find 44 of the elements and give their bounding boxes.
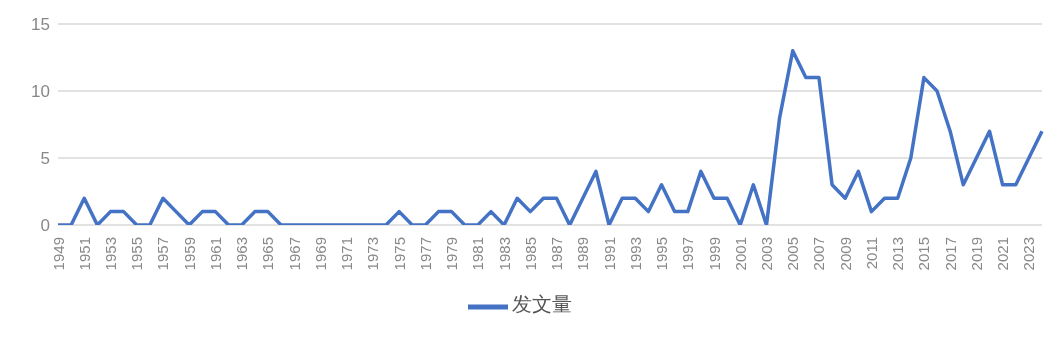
x-tick-label: 1951 bbox=[75, 237, 93, 271]
line-series bbox=[56, 49, 1044, 225]
x-tick-label: 1985 bbox=[521, 237, 539, 271]
x-tick-label: 1969 bbox=[311, 237, 329, 271]
x-tick-label: 1967 bbox=[285, 237, 303, 271]
x-tick-label: 2003 bbox=[757, 237, 775, 271]
x-tick-label: 2015 bbox=[915, 237, 933, 271]
x-tick-label: 1995 bbox=[653, 237, 671, 271]
x-tick-label: 1973 bbox=[364, 237, 382, 271]
x-tick-label: 1975 bbox=[390, 237, 408, 271]
x-tick-label: 1971 bbox=[338, 237, 356, 271]
x-tick-label: 1981 bbox=[469, 237, 487, 271]
x-tick-label: 1993 bbox=[626, 237, 644, 271]
x-tick-label: 1959 bbox=[180, 237, 198, 271]
x-tick-label: 1953 bbox=[101, 237, 119, 271]
y-tick-label: 5 bbox=[40, 149, 50, 169]
x-tick-label: 2001 bbox=[731, 237, 749, 271]
x-tick-label: 2019 bbox=[967, 237, 985, 271]
legend-label: 发文量 bbox=[512, 293, 572, 316]
x-tick-label: 2021 bbox=[994, 237, 1012, 271]
y-tick-label: 0 bbox=[40, 216, 50, 236]
x-tick-label: 1979 bbox=[443, 237, 461, 271]
x-tick-label: 1983 bbox=[495, 237, 513, 271]
x-tick-label: 2011 bbox=[862, 237, 880, 270]
x-tick-label: 2007 bbox=[810, 237, 828, 271]
x-tick-label: 1965 bbox=[259, 237, 277, 271]
x-tick-label: 2009 bbox=[836, 237, 854, 271]
x-tick-label: 1957 bbox=[154, 237, 172, 271]
x-tick-label: 2023 bbox=[1020, 237, 1038, 271]
x-tick-label: 2017 bbox=[941, 237, 959, 271]
y-tick-label: 10 bbox=[31, 82, 50, 102]
x-tick-label: 1961 bbox=[206, 237, 224, 271]
x-tick-label: 2013 bbox=[889, 237, 907, 271]
x-tick-label: 1955 bbox=[128, 237, 146, 271]
x-tick-label: 1977 bbox=[416, 237, 434, 271]
x-tick-label: 1989 bbox=[574, 237, 592, 271]
x-tick-label: 1991 bbox=[600, 237, 618, 271]
y-tick-label: 15 bbox=[31, 15, 50, 35]
x-tick-label: 2005 bbox=[784, 237, 802, 271]
x-tick-label: 1949 bbox=[49, 237, 67, 271]
x-tick-label: 1999 bbox=[705, 237, 723, 271]
x-tick-label: 1997 bbox=[679, 237, 697, 271]
x-tick-label: 1987 bbox=[548, 237, 566, 271]
x-tick-label: 1963 bbox=[233, 237, 251, 271]
